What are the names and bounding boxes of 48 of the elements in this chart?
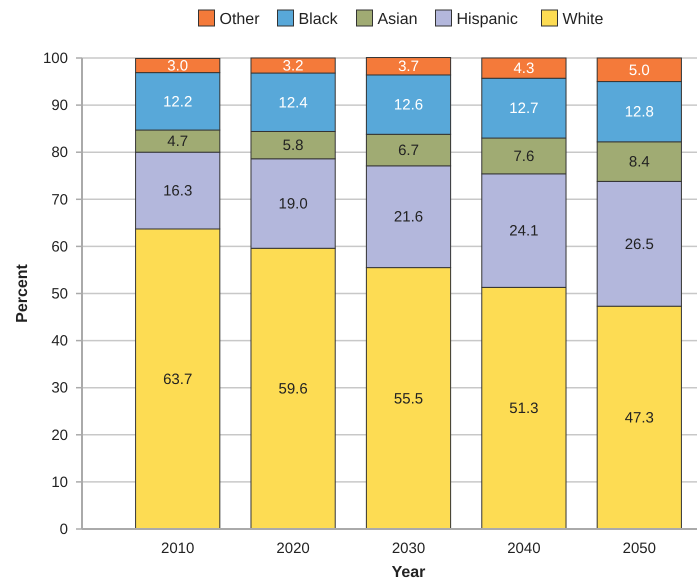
data-label: 3.0 xyxy=(167,58,188,75)
data-label: 6.7 xyxy=(398,142,419,160)
x-tick-label: 2020 xyxy=(276,540,310,557)
data-label: 59.6 xyxy=(278,380,308,398)
legend-label: Asian xyxy=(378,11,418,28)
y-tick-label: 0 xyxy=(60,521,68,538)
y-tick-label: 60 xyxy=(51,238,68,256)
data-label: 5.0 xyxy=(628,62,650,79)
data-label: 4.7 xyxy=(167,133,188,150)
y-axis-title: Percent xyxy=(14,263,31,323)
x-axis-title: Year xyxy=(392,564,426,581)
x-tick-label: 2010 xyxy=(161,540,194,557)
data-label: 51.3 xyxy=(509,400,538,418)
data-label: 24.1 xyxy=(509,222,538,240)
x-tick-label: 2050 xyxy=(622,540,656,557)
data-label: 12.8 xyxy=(624,104,654,121)
data-label: 5.8 xyxy=(282,137,304,154)
data-label: 12.6 xyxy=(394,96,424,114)
y-tick-label: 10 xyxy=(51,474,68,491)
data-label: 63.7 xyxy=(163,370,192,388)
data-label: 55.5 xyxy=(394,390,424,408)
x-tick-label: 2040 xyxy=(507,540,541,557)
y-tick-label: 100 xyxy=(42,50,68,67)
data-label: 8.4 xyxy=(628,154,650,171)
data-label: 47.3 xyxy=(624,410,654,427)
data-label: 3.7 xyxy=(398,58,419,76)
data-label: 16.3 xyxy=(163,182,192,200)
data-label: 12.4 xyxy=(278,94,308,112)
legend-label: White xyxy=(562,11,604,28)
y-tick-label: 50 xyxy=(51,286,68,302)
y-tick-label: 20 xyxy=(51,426,68,444)
data-label: 4.3 xyxy=(513,60,534,78)
y-tick-label: 90 xyxy=(51,97,68,114)
data-label: 12.2 xyxy=(163,93,192,110)
y-tick-label: 40 xyxy=(51,332,68,350)
legend-label: Black xyxy=(298,11,339,28)
legend-label: Hispanic xyxy=(456,11,518,28)
x-tick-label: 2030 xyxy=(392,540,426,557)
data-label: 21.6 xyxy=(394,208,424,226)
legend-label: Other xyxy=(220,11,260,28)
y-tick-label: 30 xyxy=(51,380,68,397)
data-label: 3.2 xyxy=(282,58,304,75)
data-label: 19.0 xyxy=(278,196,308,213)
data-label: 12.7 xyxy=(509,100,538,118)
y-tick-label: 70 xyxy=(51,191,68,208)
data-label: 26.5 xyxy=(624,236,654,253)
y-tick-label: 80 xyxy=(51,144,68,162)
data-label: 7.6 xyxy=(513,148,534,165)
